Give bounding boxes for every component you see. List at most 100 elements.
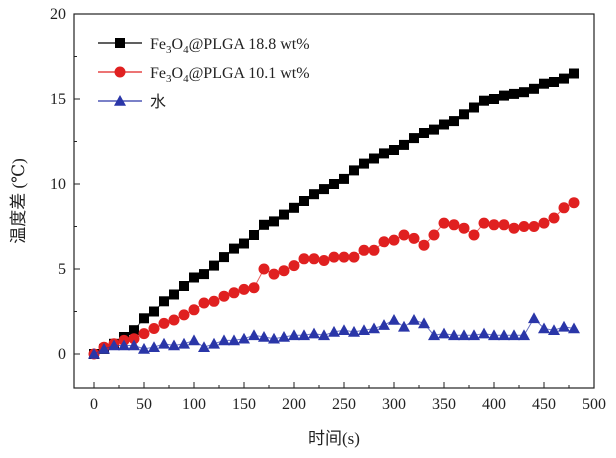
legend-marker [114,66,126,78]
data-point [378,319,390,330]
data-point [469,102,479,113]
data-point [218,290,230,302]
data-point [339,173,349,184]
data-point [258,263,270,275]
data-point [338,251,350,263]
data-point [198,341,210,352]
data-point [248,329,260,341]
data-point [359,158,369,169]
data-point [399,139,409,150]
data-point [448,219,460,231]
legend-label-part: 水 [150,93,166,111]
data-point [158,337,170,349]
legend-label: 水 [150,93,166,111]
data-point [258,331,270,342]
y-axis-label: 温度差 (℃) [9,158,28,244]
series-1 [89,68,579,359]
data-point [569,68,579,79]
data-point [178,309,190,321]
x-tick-label: 150 [232,396,256,413]
x-tick-label: 250 [332,396,356,413]
data-point [159,296,169,307]
x-tick-label: 200 [282,396,306,413]
data-point [288,329,300,341]
legend-label-part: O [172,65,184,82]
data-point [138,328,150,340]
plot-frame [73,13,595,389]
data-point [488,219,500,231]
data-point [218,334,230,346]
data-point [518,329,530,341]
data-point [188,334,200,346]
data-point [449,116,459,127]
data-point [418,239,430,251]
data-point [418,317,430,329]
legend-marker [114,95,126,106]
data-point [499,90,509,101]
data-point [439,119,449,130]
data-point [338,324,350,335]
data-point [208,295,220,307]
data-point [548,324,560,335]
series-line [93,73,575,355]
data-point [539,78,549,89]
data-point [568,322,580,334]
data-point [529,83,539,94]
data-point [568,197,580,209]
data-point [428,329,440,341]
data-point [128,339,140,351]
data-point [508,329,520,341]
data-point [409,133,419,144]
data-point [168,339,180,351]
data-point [239,238,249,249]
legend-label: Fe3O4@PLGA 18.8 wt% [150,36,310,56]
data-point [209,260,219,271]
data-point [518,221,530,232]
data-point [229,243,239,254]
data-point [369,153,379,164]
legend-label-part: O [172,36,184,53]
data-point [168,314,180,326]
data-point [268,268,280,280]
data-point [189,272,199,283]
data-point [468,329,480,341]
legend-item: Fe3O4@PLGA 10.1 wt% [98,65,310,85]
data-point [498,329,510,341]
data-point [448,329,460,341]
data-point [549,77,559,87]
data-point [299,196,309,206]
x-tick-label: 500 [582,396,606,413]
data-point [108,339,120,351]
data-point [139,313,149,324]
data-point [138,342,150,354]
legend: Fe3O4@PLGA 18.8 wt% Fe3O4@PLGA 10.1 wt% 水 [98,36,310,111]
series-3 [88,312,580,359]
data-point [509,88,519,99]
data-point [269,216,279,227]
data-point [489,94,499,104]
data-point [498,219,510,231]
legend-label-part: 3 [166,44,172,56]
data-point [388,314,400,325]
legend-label-part: 3 [166,73,172,85]
data-point [329,179,339,189]
data-point [308,253,320,265]
legend-label-part: Fe [150,36,166,53]
data-point [128,333,140,345]
data-point [188,304,200,316]
x-tick-label: 50 [136,396,152,413]
data-point [519,87,529,98]
data-point [328,251,340,263]
data-point [259,219,269,230]
data-point [319,184,329,195]
data-point [379,148,389,159]
y-tick-label: 15 [50,91,66,108]
data-point [438,217,450,229]
data-point [419,128,429,138]
y-tick-label: 20 [50,6,66,23]
data-point [538,217,550,229]
x-tick-label: 100 [182,396,206,413]
data-point [558,202,570,214]
data-point [298,253,310,265]
